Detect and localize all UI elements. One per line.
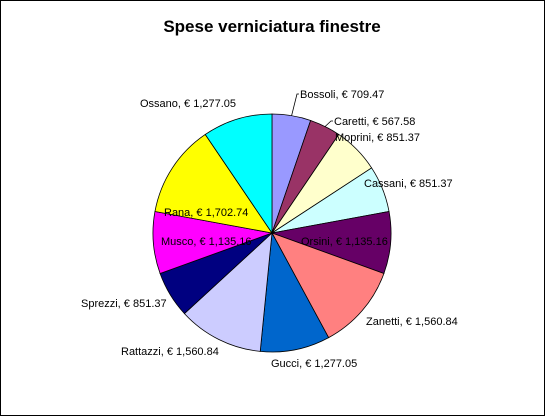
pie-slice-rana	[154, 133, 273, 234]
slice-label-cassani: Cassani, € 851.37	[364, 178, 453, 190]
pie-slice-ossano	[204, 113, 273, 235]
slice-labels: Bossoli, € 709.47 Caretti, € 567.58 Moprin…	[81, 89, 458, 370]
slice-label-moprini: Moprini, € 851.37	[335, 132, 420, 144]
slice-label-bossoli: Bossoli, € 709.47	[300, 89, 384, 101]
leader-line-bossoli	[291, 93, 299, 116]
pie-slices	[152, 113, 392, 353]
slice-label-gucci: Gucci, € 1,277.05	[271, 358, 357, 370]
slice-label-ossano: Ossano, € 1,277.05	[140, 98, 236, 110]
slice-label-musco: Musco, € 1,135.16	[161, 236, 252, 248]
slice-label-rattazzi: Rattazzi, € 1,560.84	[121, 346, 219, 358]
pie-slice-rattazzi	[183, 231, 273, 352]
pie-slice-zanetti	[271, 232, 385, 339]
slice-label-rana: Rana, € 1,702.74	[164, 207, 248, 219]
chart-title: Spese verniciatura finestre	[163, 17, 380, 36]
slice-label-sprezzi: Sprezzi, € 851.37	[81, 298, 167, 310]
leader-line-caretti	[324, 120, 333, 127]
slice-label-zanetti: Zanetti, € 1,560.84	[366, 316, 458, 328]
slice-label-caretti: Caretti, € 567.58	[334, 116, 415, 128]
leader-lines	[291, 93, 333, 127]
slice-label-orsini: Orsini, € 1,135.16	[301, 236, 388, 248]
